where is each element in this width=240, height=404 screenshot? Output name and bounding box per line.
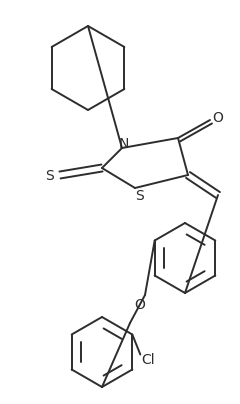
Text: N: N (119, 137, 129, 151)
Text: O: O (135, 298, 145, 312)
Text: Cl: Cl (142, 354, 155, 368)
Text: S: S (46, 169, 54, 183)
Text: O: O (213, 111, 223, 125)
Text: S: S (135, 189, 143, 203)
